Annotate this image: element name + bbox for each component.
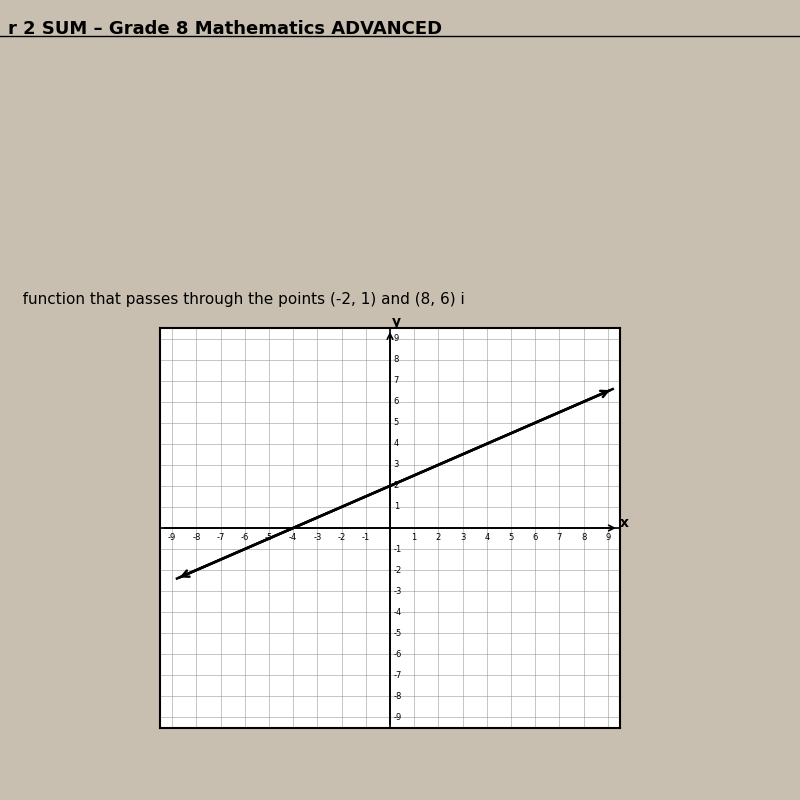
Text: -7: -7 — [216, 534, 225, 542]
Text: 9: 9 — [394, 334, 399, 343]
Text: -9: -9 — [168, 534, 176, 542]
Text: 8: 8 — [581, 534, 586, 542]
Text: 1: 1 — [411, 534, 417, 542]
Text: 7: 7 — [394, 376, 399, 385]
Text: -9: -9 — [394, 713, 402, 722]
Text: 5: 5 — [509, 534, 514, 542]
Text: 9: 9 — [606, 534, 610, 542]
Text: -1: -1 — [394, 545, 402, 554]
Text: y: y — [391, 315, 401, 329]
Text: -6: -6 — [241, 534, 249, 542]
Text: -7: -7 — [394, 671, 402, 680]
Text: -6: -6 — [394, 650, 402, 659]
Text: 2: 2 — [436, 534, 441, 542]
Text: 3: 3 — [460, 534, 466, 542]
Text: 1: 1 — [394, 502, 399, 511]
Text: x: x — [620, 516, 629, 530]
Text: -4: -4 — [394, 608, 402, 617]
Text: 2: 2 — [394, 482, 399, 490]
Text: 8: 8 — [394, 355, 399, 364]
Text: 5: 5 — [394, 418, 399, 427]
Text: 7: 7 — [557, 534, 562, 542]
Text: r 2 SUM – Grade 8 Mathematics ADVANCED: r 2 SUM – Grade 8 Mathematics ADVANCED — [8, 20, 442, 38]
Text: 4: 4 — [394, 439, 399, 448]
Text: -1: -1 — [362, 534, 370, 542]
Text: -5: -5 — [265, 534, 273, 542]
Text: -8: -8 — [192, 534, 201, 542]
Text: -2: -2 — [394, 566, 402, 574]
Text: -5: -5 — [394, 629, 402, 638]
Text: 6: 6 — [394, 397, 399, 406]
Text: 6: 6 — [533, 534, 538, 542]
Text: -4: -4 — [289, 534, 298, 542]
Text: 3: 3 — [394, 460, 399, 470]
Text: -2: -2 — [338, 534, 346, 542]
Text: -3: -3 — [313, 534, 322, 542]
Text: 4: 4 — [484, 534, 490, 542]
Text: -8: -8 — [394, 692, 402, 701]
Text: function that passes through the points (-2, 1) and (8, 6) i: function that passes through the points … — [8, 292, 465, 307]
Text: -3: -3 — [394, 586, 402, 596]
